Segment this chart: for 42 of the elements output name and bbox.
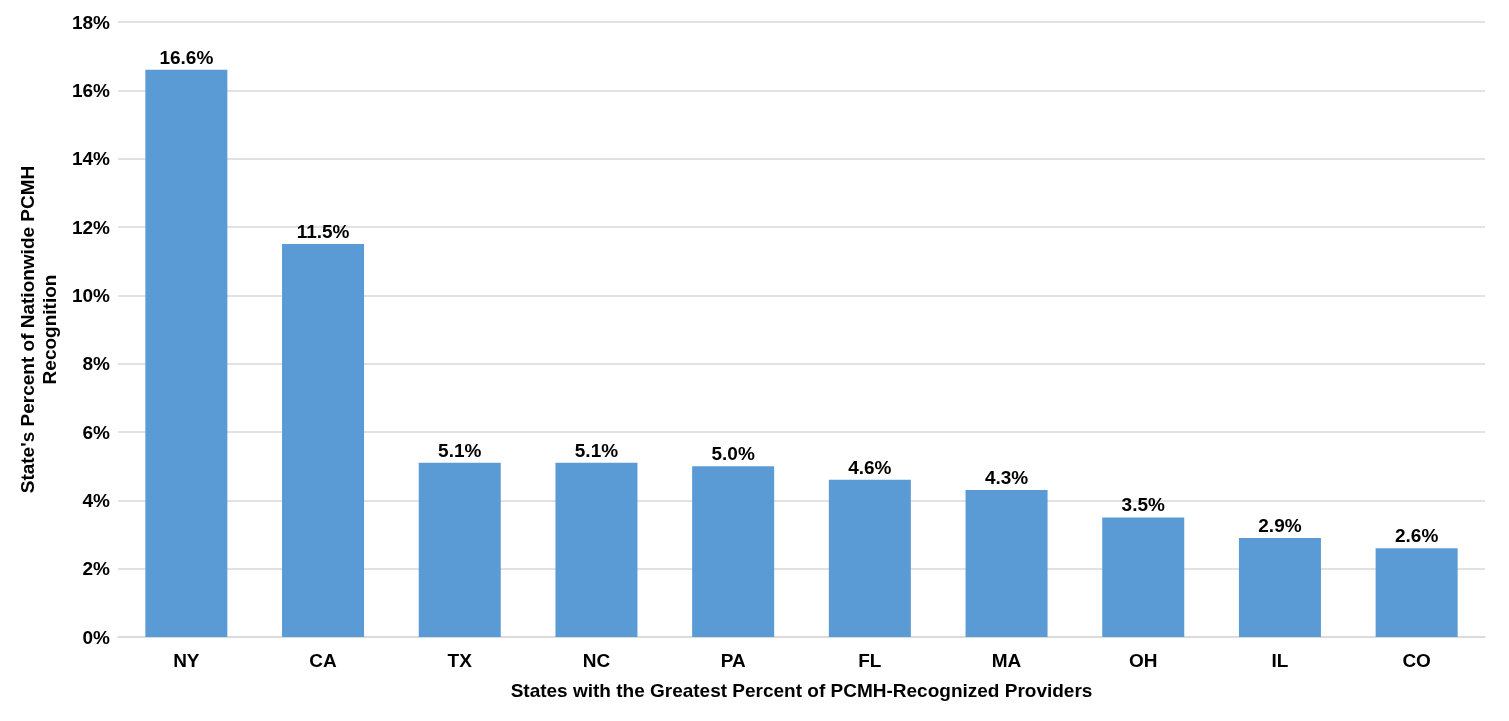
data-label: 2.9%	[1258, 514, 1302, 536]
bar	[1238, 537, 1321, 637]
bar	[692, 466, 775, 637]
y-axis-title: State's Percent of Nationwide PCMH Recognition	[16, 165, 60, 494]
data-label: 11.5%	[296, 221, 350, 243]
x-tick-label: FL	[858, 650, 882, 671]
y-tick-label: 0%	[82, 626, 111, 648]
data-label: 4.6%	[848, 456, 892, 478]
data-label: 2.6%	[1394, 525, 1439, 547]
y-tick-label: 18%	[71, 11, 111, 33]
x-tick-label: OH	[1129, 650, 1158, 671]
y-tick-label: 16%	[71, 79, 111, 101]
y-tick-label: 4%	[82, 489, 111, 511]
y-tick-label: 8%	[82, 353, 111, 375]
x-tick-label: NC	[582, 650, 611, 671]
x-tick-label: TX	[447, 650, 473, 671]
data-label: 4.3%	[984, 467, 1029, 489]
bar	[145, 69, 228, 637]
x-tick-label: NY	[173, 650, 200, 671]
x-tick-label: CO	[1402, 650, 1431, 671]
x-axis-title: States with the Greatest Percent of PCMH-Recognized Providers	[510, 680, 1093, 701]
bar	[418, 462, 501, 637]
data-label: 5.1%	[574, 439, 619, 461]
data-label: 5.0%	[711, 443, 755, 465]
y-tick-label: 10%	[71, 284, 111, 306]
y-tick-label: 14%	[71, 148, 111, 170]
bar	[1375, 548, 1458, 637]
y-tick-label: 2%	[82, 558, 111, 580]
bar	[282, 244, 365, 637]
data-label: 5.1%	[438, 439, 482, 461]
x-tick-label: IL	[1271, 650, 1289, 671]
x-tick-label: MA	[991, 650, 1022, 671]
bar	[965, 490, 1048, 637]
y-tick-label: 12%	[71, 216, 111, 238]
data-label: 16.6%	[159, 46, 214, 68]
data-label: 3.5%	[1121, 494, 1166, 516]
bar	[555, 462, 638, 637]
y-tick-label: 6%	[82, 421, 111, 443]
bar	[828, 479, 911, 637]
x-tick-label: PA	[720, 650, 746, 671]
bar	[1102, 517, 1185, 637]
x-tick-label: CA	[309, 650, 338, 671]
